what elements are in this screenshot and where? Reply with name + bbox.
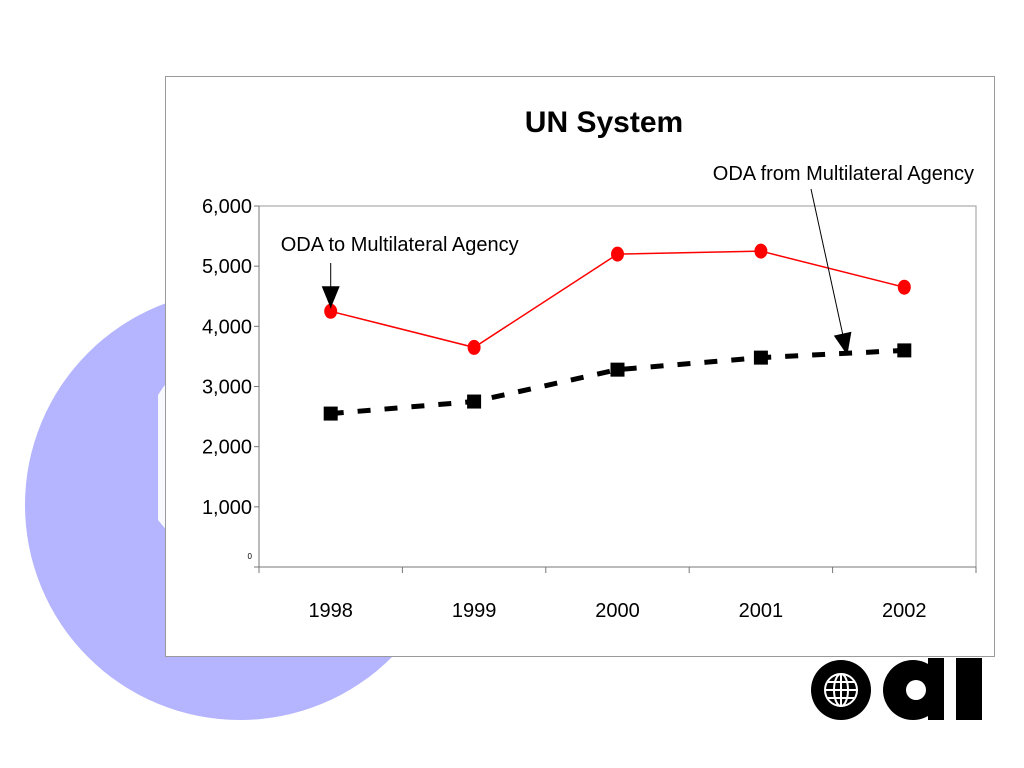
- globe-icon: [811, 660, 871, 720]
- data-point: [467, 394, 482, 409]
- series-0: [324, 243, 911, 355]
- data-point: [467, 339, 481, 355]
- chart: UN System 0 1,000 2,000 3,000 4,000 5,000 6,00…: [202, 106, 977, 622]
- logo-letter-a: [883, 658, 944, 720]
- chart-title: UN System: [525, 106, 683, 139]
- x-axis-ticks: 1998 1999 2000 2001 2002: [258, 567, 977, 622]
- x-tick-label: 2000: [595, 600, 640, 622]
- logo-letter-l: [956, 658, 982, 720]
- chart-panel: UN System 0 1,000 2,000 3,000 4,000 5,000 6,00…: [165, 76, 995, 657]
- data-point: [324, 303, 338, 319]
- annotation-arrowhead: [833, 331, 852, 356]
- y-tick-label: 3,000: [202, 377, 252, 399]
- series-1: [323, 343, 912, 421]
- y-tick-label: 4,000: [202, 316, 252, 338]
- annotation-label: ODA from Multilateral Agency: [713, 163, 974, 185]
- y-tick-label: 6,000: [202, 196, 252, 218]
- data-point: [610, 362, 625, 377]
- data-point: [611, 246, 624, 262]
- data-point: [323, 406, 338, 421]
- data-point: [754, 243, 768, 259]
- y-axis-ticks: 0 1,000 2,000 3,000 4,000 5,000 6,000: [202, 196, 259, 568]
- y-tick-label: 1,000: [202, 497, 252, 519]
- x-tick-label: 1999: [452, 600, 497, 622]
- annotation-label: ODA to Multilateral Agency: [281, 234, 519, 256]
- x-tick-label: 1998: [308, 600, 353, 622]
- x-tick-label: 2002: [882, 600, 927, 622]
- series-layer: [323, 243, 912, 421]
- x-tick-label: 2001: [739, 600, 784, 622]
- data-point: [753, 350, 768, 365]
- series-line: [330, 250, 905, 349]
- annotation-layer: ODA to Multilateral Agency ODA from Multi…: [281, 163, 974, 356]
- annotation-arrow-line: [810, 188, 848, 356]
- y-tick-label: 2,000: [202, 437, 252, 459]
- series-line: [330, 347, 905, 417]
- y-tick-label: 5,000: [202, 256, 252, 278]
- data-point: [897, 279, 911, 295]
- y-tick-label: 0: [248, 552, 253, 561]
- oal-logo: [811, 658, 982, 720]
- annotation-arrowhead: [321, 286, 340, 309]
- data-point: [897, 343, 912, 358]
